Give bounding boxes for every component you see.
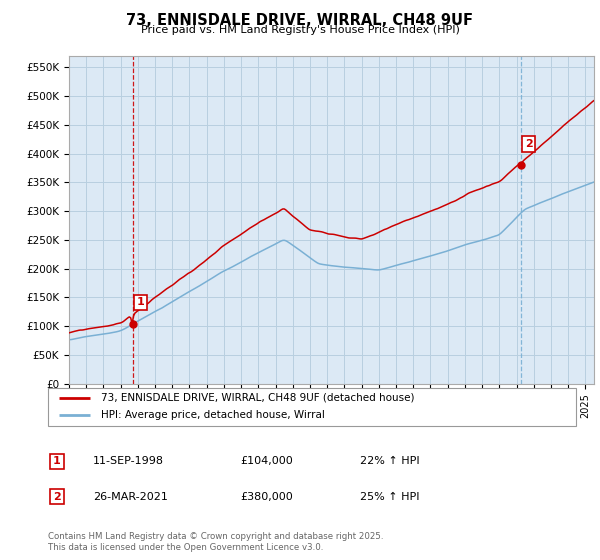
Text: Price paid vs. HM Land Registry's House Price Index (HPI): Price paid vs. HM Land Registry's House …	[140, 25, 460, 35]
Text: 22% ↑ HPI: 22% ↑ HPI	[360, 456, 419, 466]
Text: 73, ENNISDALE DRIVE, WIRRAL, CH48 9UF: 73, ENNISDALE DRIVE, WIRRAL, CH48 9UF	[127, 13, 473, 29]
Text: 2: 2	[53, 492, 61, 502]
Text: 73, ENNISDALE DRIVE, WIRRAL, CH48 9UF (detached house): 73, ENNISDALE DRIVE, WIRRAL, CH48 9UF (d…	[101, 393, 415, 403]
Text: 2: 2	[525, 139, 533, 149]
Text: HPI: Average price, detached house, Wirral: HPI: Average price, detached house, Wirr…	[101, 410, 325, 421]
Text: 11-SEP-1998: 11-SEP-1998	[93, 456, 164, 466]
Text: 26-MAR-2021: 26-MAR-2021	[93, 492, 168, 502]
Text: £380,000: £380,000	[240, 492, 293, 502]
Text: £104,000: £104,000	[240, 456, 293, 466]
Text: 1: 1	[137, 297, 145, 307]
FancyBboxPatch shape	[48, 388, 576, 426]
Text: 25% ↑ HPI: 25% ↑ HPI	[360, 492, 419, 502]
Text: 1: 1	[53, 456, 61, 466]
Text: Contains HM Land Registry data © Crown copyright and database right 2025.
This d: Contains HM Land Registry data © Crown c…	[48, 532, 383, 552]
